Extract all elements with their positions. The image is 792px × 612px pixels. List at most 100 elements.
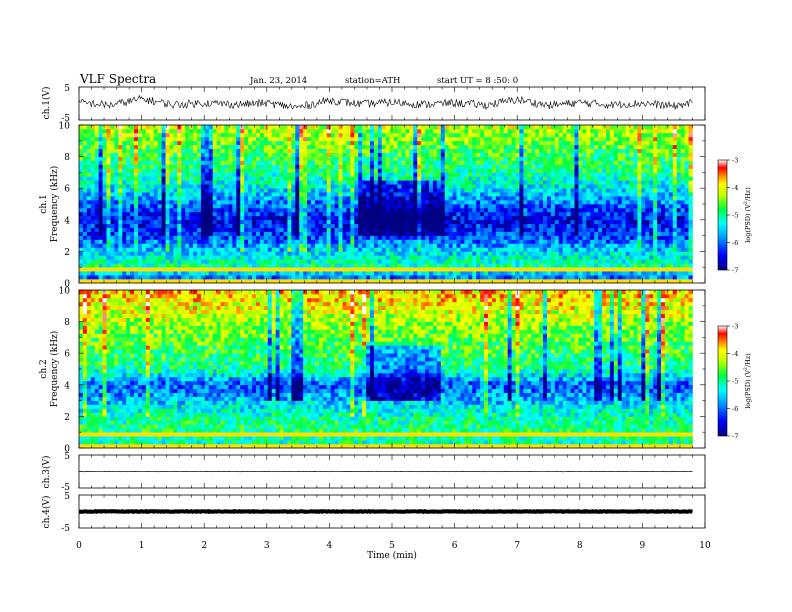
spectrogram-cell [267,192,272,197]
spectrogram-cell [338,207,343,213]
spectrogram-cell [385,168,390,173]
spectrogram-cell [645,200,650,205]
spectrogram-cell [436,259,442,264]
spectrogram-cell [468,235,473,240]
spectrogram-cell [405,200,410,205]
spectrogram-cell [311,207,316,213]
spectrogram-cell [672,231,678,236]
spectrogram-cell [322,164,328,169]
spectrogram-cell [216,235,221,240]
spectrogram-cell [546,279,552,284]
spectrogram-cell [641,235,646,240]
spectrogram-cell [137,235,143,240]
spectrogram-cell [653,279,658,284]
spectrogram-cell [311,184,316,189]
spectrogram-cell [527,227,532,232]
spectrogram-cell [157,255,162,260]
spectrogram-cell [621,247,626,252]
spectrogram-cell [421,239,426,244]
spectrogram-cell [543,231,548,236]
spectrogram-cell [165,215,170,221]
spectrogram-cell [287,239,292,244]
spectrogram-cell [110,247,115,252]
spectrogram-cell [629,200,634,205]
spectrogram-cell [625,160,630,165]
spectrogram-cell [425,204,430,209]
spectrogram-cell [244,251,249,256]
spectrogram-cell [252,263,257,268]
spectrogram-cell [196,243,202,248]
spectrogram-cell [314,243,320,248]
spectrogram-cell [519,176,524,181]
spectrogram-cell [350,223,355,228]
spectrogram-cell [216,279,221,284]
spectrogram-cell [334,267,339,272]
spectrogram-cell [464,215,469,221]
spectrogram-cell [106,263,111,268]
spectrogram-cell [102,279,107,284]
spectrogram-cell [255,243,261,248]
spectrogram-cell [527,231,532,236]
spectrogram-cell [334,275,339,280]
spectrogram-cell [495,271,501,276]
spectrogram-cell [232,172,237,177]
spectrogram-cell [240,219,245,225]
spectrogram-cell [480,255,485,260]
spectrogram-cell [98,200,103,205]
spectrogram-cell [224,172,229,177]
spectrogram-cell [676,184,681,189]
spectrogram-cell [102,251,107,256]
spectrogram-cell [440,180,446,185]
spectrogram-cell [649,243,654,248]
spectrogram-cell [393,200,398,205]
spectrogram-cell [137,215,143,221]
spectrogram-cell [334,231,339,236]
spectrogram-cell [444,251,449,256]
spectrogram-cell [161,180,166,185]
spectrogram-cell [480,160,485,165]
spectrogram-cell [165,235,170,240]
spectrogram-cell [484,200,489,205]
spectrogram-cell [684,239,689,244]
spectrogram-cell [94,275,99,280]
spectrogram-cell [287,160,292,165]
spectrogram-cell [503,251,508,256]
spectrogram-cell [224,184,229,189]
spectrogram-cell [370,184,375,189]
spectrogram-cell [79,192,84,197]
spectrogram-cell [271,219,276,225]
spectrogram-cell [421,271,426,276]
spectrogram-cell [177,160,182,165]
spectrogram-cell [609,247,615,252]
spectrogram-cell [476,235,481,240]
spectrogram-cell [393,164,398,169]
spectrogram-cell [637,211,642,217]
spectrogram-cell [330,267,335,272]
spectrogram-cell [318,279,324,284]
spectrogram-cell [248,251,253,256]
spectrogram-cell [444,239,449,244]
spectrogram-cell [676,196,681,201]
spectrogram-cell [177,255,182,260]
spectrogram-cell [570,184,575,189]
spectrogram-cell [255,180,261,185]
spectrogram-cell [130,219,135,225]
spectrogram-cell [248,184,253,189]
spectrogram-cell [82,247,88,252]
spectrogram-cell [126,160,131,165]
spectrogram-cell [476,164,481,169]
spectrogram-cell [366,211,371,217]
spectrogram-cell [240,192,245,197]
spectrogram-cell [598,223,603,228]
spectrogram-cell [421,259,426,264]
spectrogram-cell [645,215,650,221]
spectrogram-cell [543,164,548,169]
spectrogram-cell [318,215,324,221]
spectrogram-cell [134,239,139,244]
spectrogram-cell [401,188,406,193]
spectrogram-cell [393,196,398,201]
spectrogram-cell [503,180,508,185]
spectrogram-cell [582,243,587,248]
spectrogram-cell [389,271,394,276]
spectrogram-cell [240,215,245,221]
